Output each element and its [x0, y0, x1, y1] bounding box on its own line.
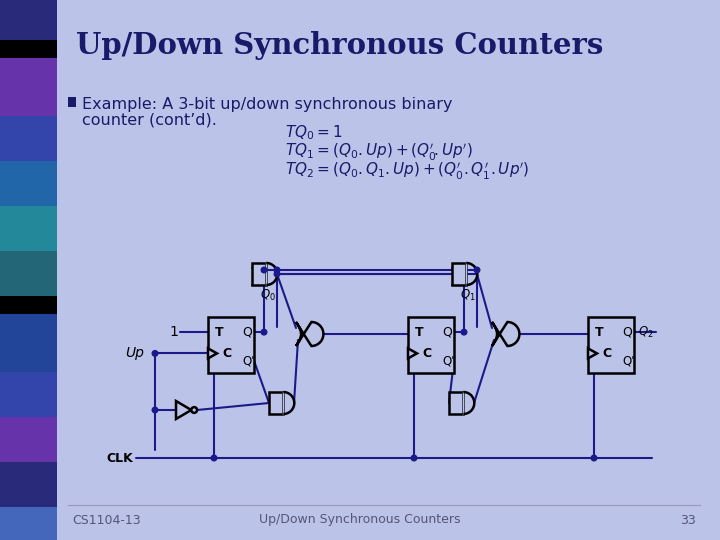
- Bar: [0, 58, 57, 116]
- Text: Q: Q: [442, 326, 452, 339]
- Text: Q: Q: [622, 326, 632, 339]
- Circle shape: [474, 267, 480, 273]
- Bar: [269, 392, 283, 414]
- Polygon shape: [296, 322, 323, 346]
- Text: $Q_1$: $Q_1$: [460, 287, 476, 302]
- Text: CS1104-13: CS1104-13: [72, 514, 140, 526]
- Polygon shape: [588, 348, 597, 359]
- Text: T: T: [415, 326, 423, 339]
- Text: 1: 1: [169, 325, 178, 339]
- Circle shape: [152, 350, 158, 356]
- Polygon shape: [208, 348, 217, 359]
- Text: T: T: [215, 326, 224, 339]
- Bar: [0, 296, 57, 314]
- Bar: [0, 417, 57, 462]
- Text: Up: Up: [125, 346, 144, 360]
- Circle shape: [211, 455, 217, 461]
- Text: Q: Q: [242, 326, 252, 339]
- Bar: [0, 0, 57, 40]
- Circle shape: [261, 267, 267, 273]
- Text: 33: 33: [680, 514, 696, 526]
- Text: $Q_0$: $Q_0$: [260, 287, 276, 302]
- Text: C: C: [602, 347, 611, 360]
- Bar: [208, 317, 254, 373]
- Text: Q': Q': [622, 354, 634, 367]
- Text: $TQ_1 = (Q_0.Up) + (Q_0'\!.Up')$: $TQ_1 = (Q_0.Up) + (Q_0'\!.Up')$: [285, 141, 473, 163]
- Circle shape: [274, 271, 280, 277]
- Circle shape: [591, 455, 597, 461]
- Text: $TQ_0 = 1$: $TQ_0 = 1$: [285, 124, 343, 143]
- Bar: [0, 314, 57, 372]
- Bar: [449, 392, 463, 414]
- Bar: [0, 251, 57, 296]
- Circle shape: [274, 267, 280, 273]
- Polygon shape: [492, 322, 519, 346]
- Text: $TQ_2 = ( Q_0.Q_1.Up ) + (Q_0'. Q_1'. Up')$: $TQ_2 = ( Q_0.Q_1.Up ) + (Q_0'. Q_1'. Up…: [285, 160, 529, 181]
- Circle shape: [192, 407, 197, 413]
- Text: C: C: [222, 347, 231, 360]
- Text: $Q_2$: $Q_2$: [638, 325, 654, 340]
- Bar: [0, 462, 57, 507]
- Text: counter (cont’d).: counter (cont’d).: [82, 112, 217, 127]
- Bar: [68, 97, 76, 107]
- Text: Up/Down Synchronous Counters: Up/Down Synchronous Counters: [76, 31, 603, 60]
- Bar: [0, 372, 57, 417]
- Bar: [588, 317, 634, 373]
- Text: Example: A 3-bit up/down synchronous binary: Example: A 3-bit up/down synchronous bin…: [82, 97, 452, 111]
- Bar: [452, 263, 467, 285]
- Text: Q': Q': [442, 354, 454, 367]
- Circle shape: [261, 329, 267, 335]
- Bar: [0, 161, 57, 206]
- Text: C: C: [422, 347, 431, 360]
- Polygon shape: [176, 401, 192, 419]
- Text: Q': Q': [242, 354, 254, 367]
- Polygon shape: [408, 348, 417, 359]
- Circle shape: [462, 329, 467, 335]
- Bar: [408, 317, 454, 373]
- Circle shape: [411, 455, 417, 461]
- Bar: [0, 206, 57, 251]
- Text: T: T: [595, 326, 603, 339]
- Circle shape: [152, 407, 158, 413]
- Bar: [0, 507, 57, 540]
- Text: CLK: CLK: [106, 451, 132, 464]
- Text: Up/Down Synchronous Counters: Up/Down Synchronous Counters: [259, 514, 461, 526]
- Bar: [0, 116, 57, 161]
- Bar: [252, 263, 266, 285]
- Bar: [0, 40, 57, 58]
